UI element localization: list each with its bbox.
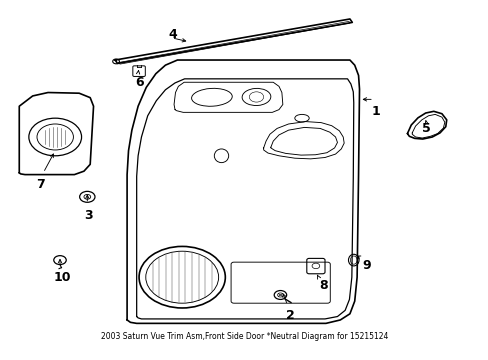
Text: 3: 3	[84, 209, 93, 222]
Text: 4: 4	[168, 28, 177, 41]
Text: 1: 1	[371, 105, 380, 118]
Text: 6: 6	[135, 76, 143, 89]
Text: 5: 5	[421, 122, 430, 135]
Text: 8: 8	[319, 279, 327, 292]
Text: 10: 10	[54, 271, 71, 284]
Text: 2003 Saturn Vue Trim Asm,Front Side Door *Neutral Diagram for 15215124: 2003 Saturn Vue Trim Asm,Front Side Door…	[101, 332, 387, 341]
Text: 9: 9	[362, 259, 370, 272]
Text: 7: 7	[37, 178, 45, 192]
Text: 2: 2	[285, 309, 294, 322]
